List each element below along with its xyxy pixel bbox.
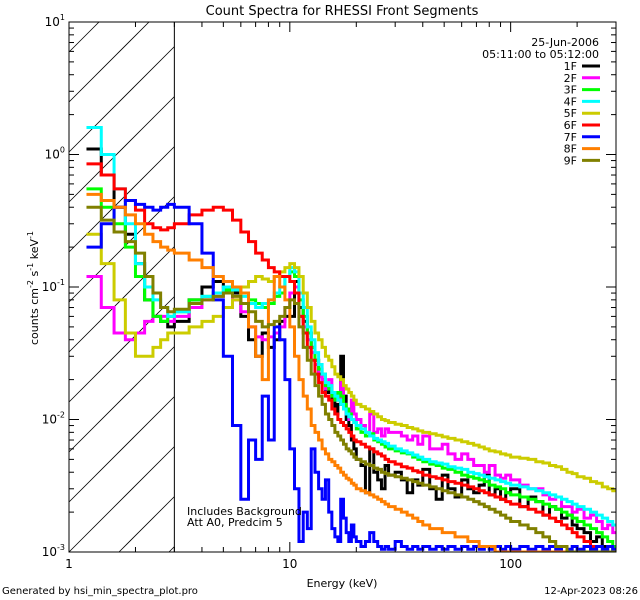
hatch-line	[68, 196, 175, 303]
x-axis-label: Energy (keV)	[307, 577, 378, 590]
y-label-part: keV	[28, 239, 41, 263]
legend-label-9f: 9F	[564, 154, 577, 167]
legend-label-5f: 5F	[564, 107, 577, 120]
hatch-line	[68, 346, 175, 453]
series-7f-line	[86, 198, 616, 551]
hatch-line	[118, 496, 175, 553]
hatch-line	[68, 146, 175, 253]
series-3f-line	[86, 187, 616, 549]
y-label-exp: -1	[26, 263, 35, 271]
hatch-line	[168, 546, 175, 553]
hatch-line	[68, 446, 175, 553]
legend-date: 25-Jun-2006	[531, 36, 599, 49]
y-tick-label: 100	[45, 146, 65, 162]
hatch-line	[68, 396, 175, 503]
hatch-line	[68, 296, 175, 403]
legend-label-3f: 3F	[564, 84, 577, 97]
hatch-line	[68, 21, 150, 103]
y-axis-label: counts cm-2 s-1 keV-1	[26, 231, 41, 345]
y-label-exp: -2	[26, 280, 35, 288]
note-background: Includes Background	[187, 505, 302, 518]
series-9f-line	[86, 205, 616, 552]
y-label-part: counts cm	[28, 288, 41, 345]
y-tick-label: 10-3	[42, 543, 65, 559]
legend-label-4f: 4F	[564, 95, 577, 108]
legend-label-7f: 7F	[564, 131, 577, 144]
series-1f-line	[86, 147, 616, 552]
chart-title: Count Spectra for RHESSI Front Segments	[206, 4, 479, 19]
note-attenuator: Att A0, Predcim 5	[187, 516, 283, 529]
series-8f-line	[86, 192, 616, 552]
footer-generated-by: Generated by hsi_min_spectra_plot.pro	[2, 586, 198, 597]
y-label-exp: -1	[26, 231, 35, 239]
y-tick-label: 10-2	[42, 411, 65, 427]
x-tick-label: 10	[282, 557, 297, 571]
y-tick-label: 101	[45, 13, 65, 29]
hatch-line	[68, 21, 100, 53]
series-6f-line	[86, 162, 604, 552]
legend: 25-Jun-2006 05:11:00 to 05:12:00 1F2F3F4…	[482, 36, 600, 167]
legend-label-6f: 6F	[564, 119, 577, 132]
series-5f-line	[86, 232, 616, 493]
legend-label-1f: 1F	[564, 60, 577, 73]
x-tick-label: 100	[499, 557, 522, 571]
series-lines	[86, 125, 616, 552]
axes: 1 10 100 101 100 10-1 10-2 10-3	[42, 13, 617, 571]
footer-timestamp: 12-Apr-2023 08:26	[544, 586, 638, 597]
legend-label-2f: 2F	[564, 72, 577, 85]
excluded-energy-hatch	[68, 21, 175, 553]
hatch-line	[68, 96, 175, 203]
y-tick-label: 10-1	[42, 278, 65, 294]
hatch-line	[68, 46, 175, 153]
legend-label-8f: 8F	[564, 143, 577, 156]
y-label-part: s	[28, 270, 41, 279]
x-tick-label: 1	[65, 557, 73, 571]
legend-time-range: 05:11:00 to 05:12:00	[482, 48, 599, 61]
series-4f-line	[86, 125, 616, 527]
